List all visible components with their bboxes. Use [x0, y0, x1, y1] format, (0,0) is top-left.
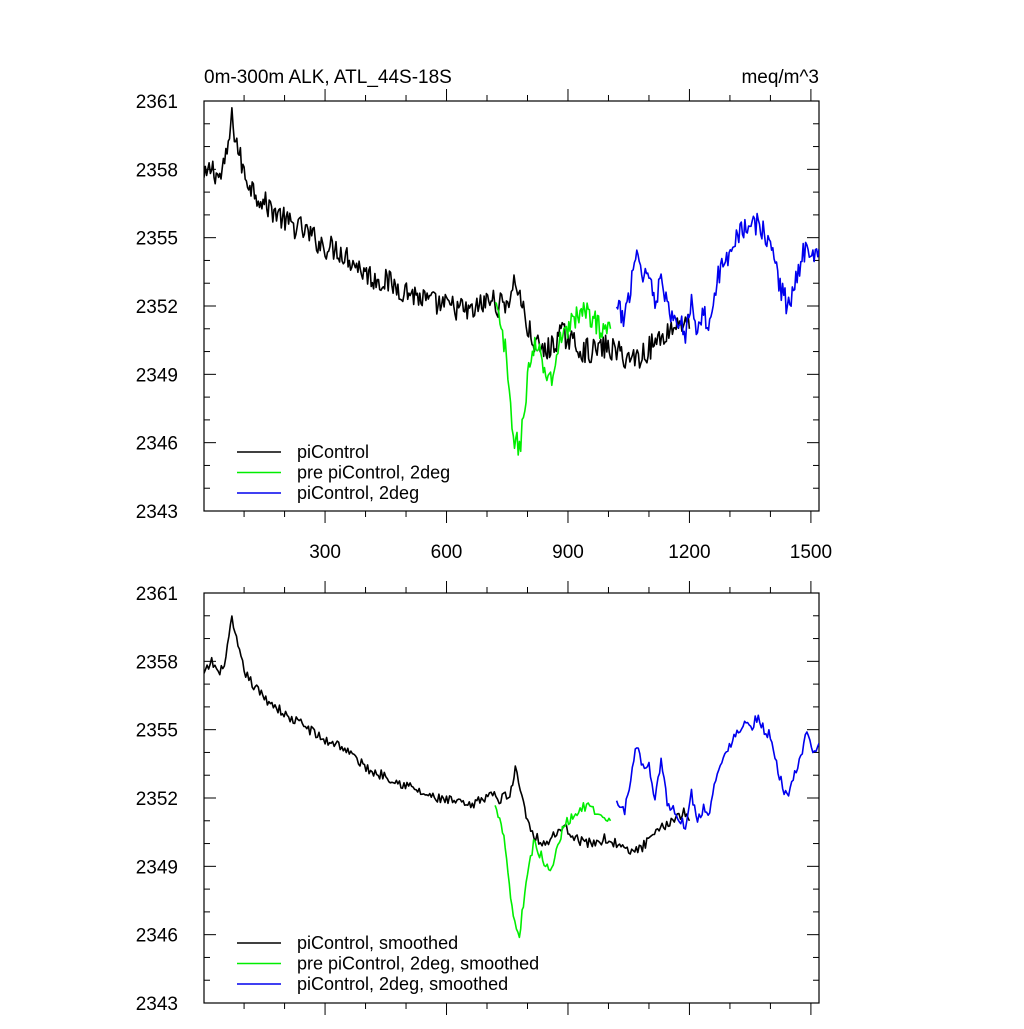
series-line-1: [204, 615, 691, 855]
series-line-2: [494, 802, 612, 939]
y-tick-label: 2358: [136, 160, 178, 181]
legend-label: piControl, 2deg: [297, 483, 419, 503]
chart-panel-1: 2343 2346 2349 2352 2355 2358 2361 300 600 900 120…: [136, 67, 832, 563]
series-line-3: [615, 212, 819, 344]
y-tick-label: 2343: [136, 994, 178, 1015]
legend-label: piControl: [297, 442, 369, 462]
y-tick-label: 2361: [136, 92, 178, 113]
legend-label: piControl, 2deg, smoothed: [297, 974, 508, 994]
chart-units: meq/m^3: [741, 67, 819, 88]
y-tick-label: 2361: [136, 584, 178, 605]
y-tick-label: 2355: [136, 229, 178, 250]
y-tick-label: 2352: [136, 789, 178, 810]
legend-label: pre piControl, 2deg: [297, 463, 450, 483]
x-tick-label: 900: [552, 542, 584, 563]
y-tick-label: 2346: [136, 434, 178, 455]
y-tick-label: 2349: [136, 857, 178, 878]
x-tick-label: 300: [309, 542, 341, 563]
y-tick-label: 2358: [136, 652, 178, 673]
chart-title: 0m-300m ALK, ATL_44S-18S: [204, 67, 452, 88]
x-tick-label: 1200: [668, 542, 710, 563]
chart-panel-2: 2343 2346 2349 2352 2355 2358 2361 piControl, s…: [136, 581, 820, 1015]
series-line-1: [204, 107, 691, 369]
legend-label: piControl, smoothed: [297, 933, 458, 953]
x-tick-label: 600: [431, 542, 463, 563]
y-tick-label: 2343: [136, 502, 178, 523]
series-line-3: [615, 714, 819, 830]
y-tick-label: 2352: [136, 297, 178, 318]
legend-label: pre piControl, 2deg, smoothed: [297, 954, 539, 974]
y-tick-label: 2355: [136, 721, 178, 742]
x-tick-label: 1500: [790, 542, 832, 563]
y-tick-label: 2346: [136, 926, 178, 947]
series-line-2: [494, 301, 612, 456]
y-tick-label: 2349: [136, 365, 178, 386]
